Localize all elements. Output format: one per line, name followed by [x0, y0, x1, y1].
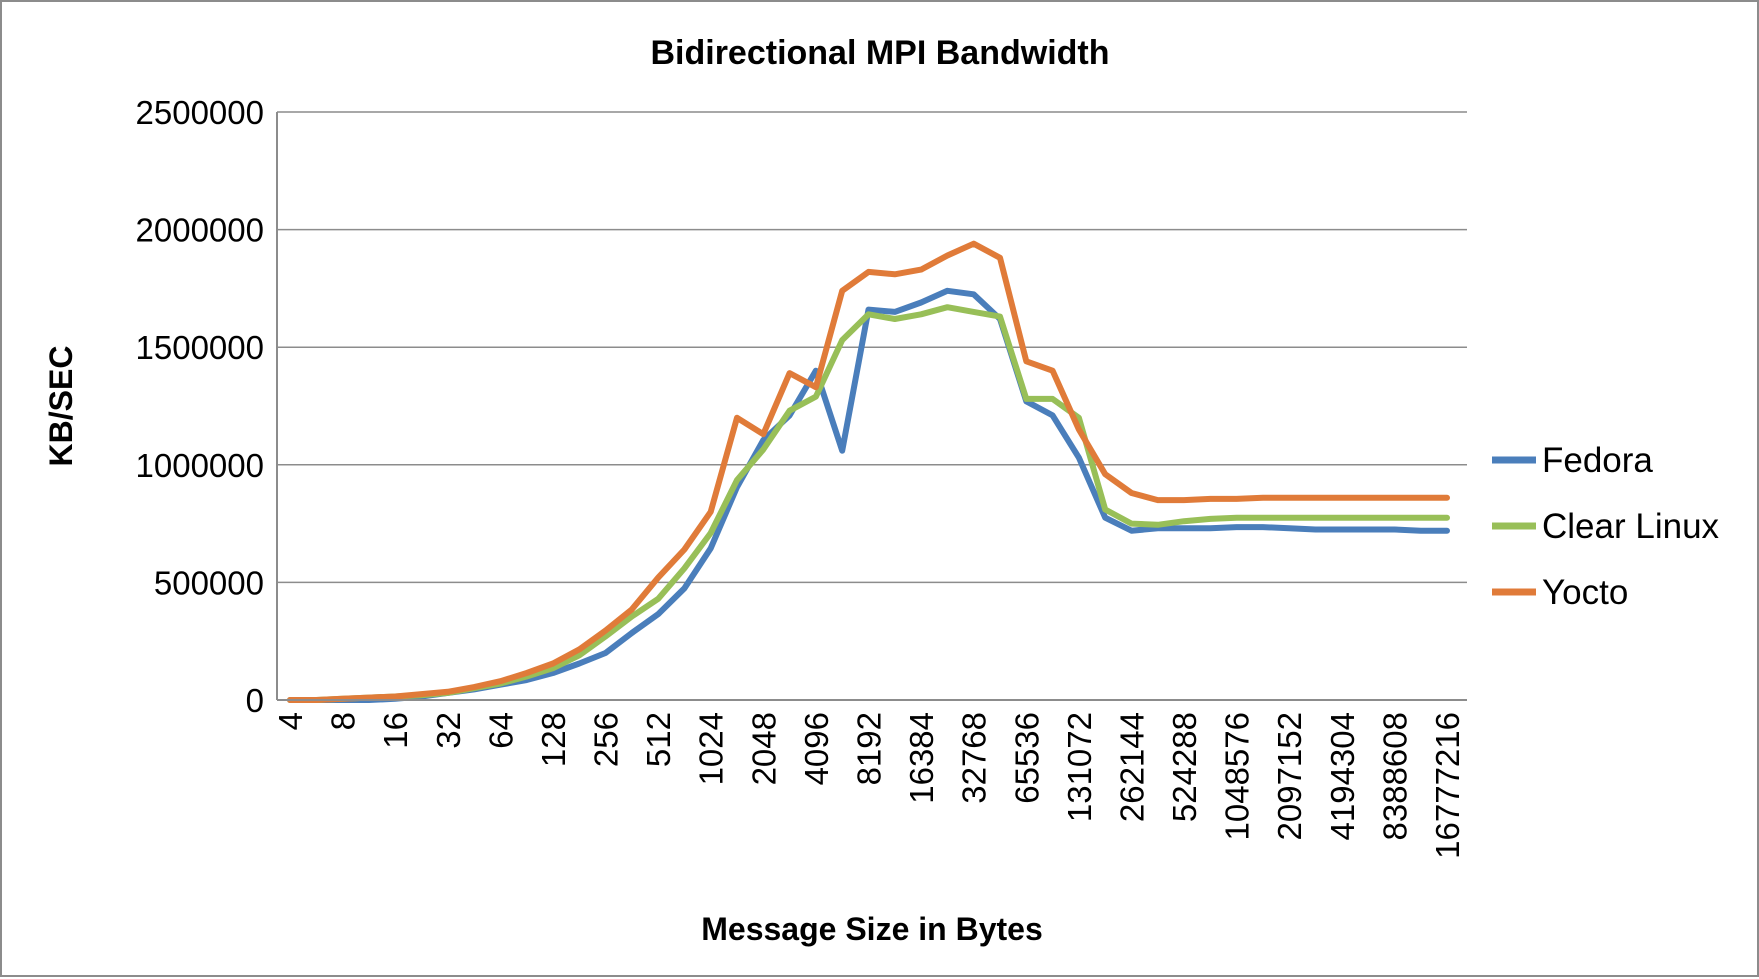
- x-tick-label: 8192: [851, 712, 888, 785]
- x-axis-title: Message Size in Bytes: [701, 911, 1042, 947]
- x-tick-label: 2097152: [1271, 712, 1308, 840]
- y-axis-ticks: 0 500000 1000000 1500000 2000000 2500000: [136, 94, 264, 719]
- y-tick-label: 1500000: [136, 329, 264, 366]
- y-tick-label: 500000: [154, 564, 264, 601]
- x-tick-label: 524288: [1166, 712, 1203, 822]
- series-lines: [287, 240, 1450, 703]
- x-tick-label: 64: [482, 712, 519, 749]
- legend-label: Fedora: [1542, 441, 1653, 480]
- gridlines: [277, 111, 1467, 584]
- x-tick-label: 512: [640, 712, 677, 767]
- x-tick-label: 4: [272, 712, 309, 730]
- x-tick-label: 1048576: [1219, 712, 1256, 840]
- legend: Fedora Clear Linux Yocto: [1492, 441, 1720, 612]
- x-tick-label: 1024: [693, 712, 730, 785]
- chart-title: Bidirectional MPI Bandwidth: [650, 34, 1109, 72]
- series-line-yocto: [287, 240, 1450, 703]
- x-tick-label: 32768: [956, 712, 993, 804]
- y-tick-label: 1000000: [136, 447, 264, 484]
- y-tick-label: 0: [246, 682, 264, 719]
- y-axis-title: KB/SEC: [43, 346, 79, 467]
- series-line-clear-linux: [287, 304, 1450, 703]
- x-tick-label: 8388608: [1376, 712, 1413, 840]
- x-tick-label: 32: [430, 712, 467, 749]
- x-tick-label: 65536: [1008, 712, 1045, 804]
- y-tick-label: 2500000: [136, 94, 264, 131]
- x-tick-label: 128: [535, 712, 572, 767]
- x-tick-label: 131072: [1061, 712, 1098, 822]
- x-tick-label: 4096: [798, 712, 835, 785]
- x-tick-label: 2048: [745, 712, 782, 785]
- x-tick-label: 256: [588, 712, 625, 767]
- x-tick-label: 16384: [903, 712, 940, 804]
- x-tick-label: 16: [377, 712, 414, 749]
- x-axis-ticks: 4 8 16 32 64 128 256 512 1024 2048 4096 8192 16384 32…: [272, 712, 1466, 859]
- x-tick-label: 262144: [1113, 712, 1150, 822]
- x-tick-label: 8: [325, 712, 362, 730]
- x-tick-label: 4194304: [1324, 712, 1361, 840]
- x-tick-label: 16777216: [1429, 712, 1466, 859]
- y-tick-label: 2000000: [136, 212, 264, 249]
- legend-label: Clear Linux: [1542, 507, 1720, 546]
- legend-label: Yocto: [1542, 573, 1628, 612]
